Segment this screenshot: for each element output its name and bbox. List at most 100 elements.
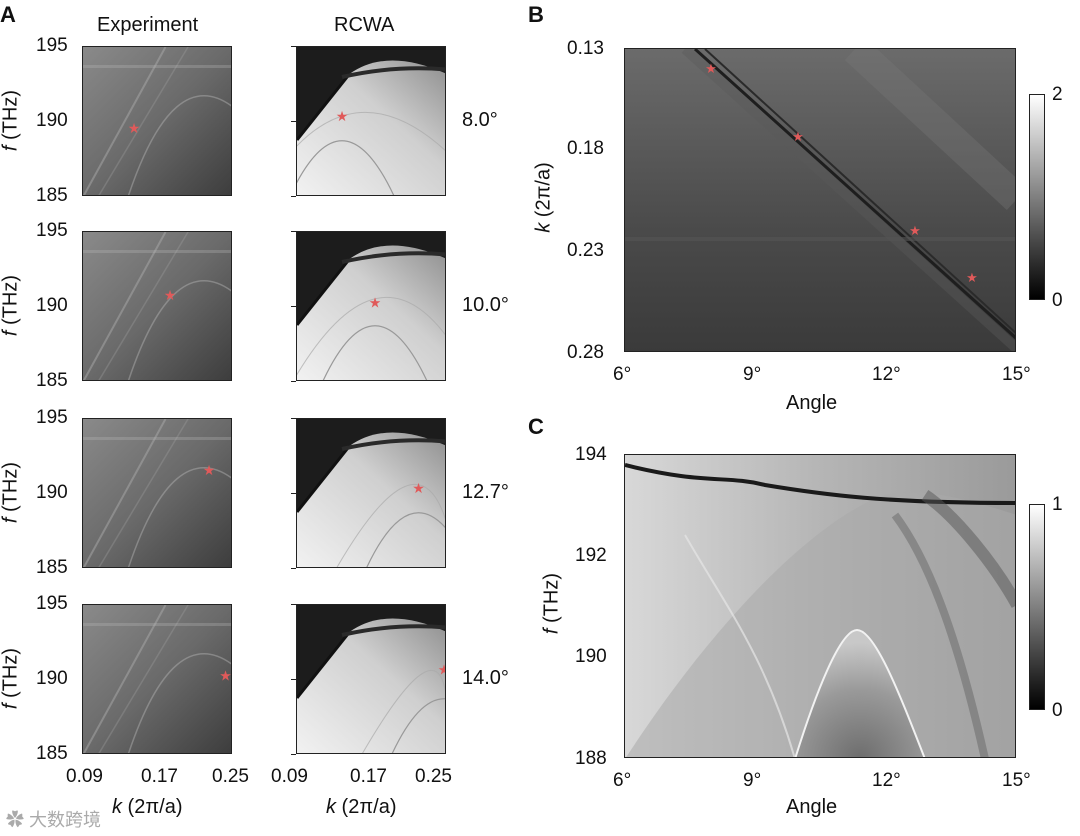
a-tick-mark [291, 604, 296, 605]
x-axis-label-rcwa: k (2π/a) [326, 796, 396, 819]
c-y-tick-2: 192 [575, 545, 607, 566]
x-axis-label-unit: (2π/a) [122, 796, 183, 818]
marker-star: ★ [438, 662, 446, 678]
marker-star: ★ [164, 287, 177, 303]
rcwa-map-4: ★ [296, 604, 446, 754]
panel-label-b: B [528, 2, 544, 27]
marker-star: ★ [128, 120, 141, 136]
a-y-axis-unit: (THz) [0, 89, 22, 146]
marker-star: ★ [369, 295, 382, 311]
c-x-tick-2: 9° [743, 770, 762, 791]
marker-star: ★ [203, 462, 216, 478]
b-colorbar [1029, 94, 1045, 300]
a-y-tick: 190 [36, 295, 68, 316]
a-y-tick: 185 [36, 743, 68, 764]
watermark-text: 大数跨境 [29, 810, 102, 830]
a-y-tick: 185 [36, 185, 68, 206]
x-axis-label-var: k [326, 796, 336, 818]
experiment-map-4: ★ [82, 604, 232, 754]
x-tick-rcwa-3: 0.25 [415, 766, 452, 787]
b-y-tick-2: 0.18 [567, 138, 604, 159]
marker-star: ★ [412, 480, 425, 496]
a-y-axis-unit: (THz) [0, 461, 22, 518]
b-y-tick-4: 0.28 [567, 342, 604, 363]
panel-label-c: C [528, 414, 544, 439]
angle-label-3: 12.7° [462, 481, 509, 503]
c-colorbar-min: 0 [1052, 700, 1063, 721]
c-colorbar-max: 1 [1052, 494, 1063, 515]
a-y-tick: 185 [36, 370, 68, 391]
panel-b-heatmap: ★ ★ ★ ★ [624, 48, 1016, 352]
a-y-axis-label: f (THz) [0, 76, 23, 166]
c-y-axis-var: f [540, 628, 563, 635]
marker-star: ★ [909, 223, 921, 238]
b-x-tick-1: 6° [613, 364, 632, 385]
a-tick-mark [291, 493, 296, 494]
a-y-axis-label: f (THz) [0, 261, 23, 351]
watermark: ✿ 大数跨境 [6, 806, 101, 832]
b-y-tick-3: 0.23 [567, 240, 604, 261]
x-axis-label-unit: (2π/a) [336, 796, 397, 818]
a-tick-mark [291, 46, 296, 47]
rcwa-map-3: ★ [296, 418, 446, 568]
panel-label-a: A [0, 2, 16, 27]
a-y-tick: 195 [36, 593, 68, 614]
c-x-axis-label: Angle [786, 796, 838, 818]
a-tick-mark [291, 679, 296, 680]
watermark-logo-icon: ✿ [6, 810, 24, 830]
angle-label-4: 14.0° [462, 667, 509, 689]
c-x-tick-1: 6° [613, 770, 632, 791]
a-tick-mark [291, 418, 296, 419]
a-y-tick: 190 [36, 110, 68, 131]
a-y-axis-label: f (THz) [0, 448, 23, 538]
b-y-axis-var: k [532, 222, 555, 233]
a-y-axis-unit: (THz) [0, 647, 22, 704]
c-x-tick-3: 12° [872, 770, 901, 791]
c-y-tick-4: 188 [575, 748, 607, 769]
c-y-tick-1: 194 [575, 444, 607, 465]
a-tick-mark [291, 196, 296, 197]
b-x-tick-2: 9° [743, 364, 762, 385]
marker-star: ★ [219, 668, 232, 684]
x-tick-exp-3: 0.25 [212, 766, 249, 787]
x-tick-exp-2: 0.17 [141, 766, 178, 787]
panel-c-heatmap [624, 454, 1016, 758]
a-tick-mark [291, 231, 296, 232]
a-y-tick: 190 [36, 482, 68, 503]
rcwa-map-1: ★ [296, 46, 446, 196]
a-tick-mark [291, 306, 296, 307]
b-y-tick-1: 0.13 [567, 38, 604, 59]
a-y-axis-var: f [0, 703, 22, 710]
a-y-tick: 195 [36, 35, 68, 56]
angle-label-2: 10.0° [462, 294, 509, 316]
x-tick-exp-1: 0.09 [66, 766, 103, 787]
b-y-axis-label: k (2π/a) [533, 148, 556, 248]
a-tick-mark [291, 381, 296, 382]
rcwa-map-2: ★ [296, 231, 446, 381]
x-tick-rcwa-2: 0.17 [350, 766, 387, 787]
c-x-tick-4: 15° [1002, 770, 1031, 791]
c-y-tick-3: 190 [575, 646, 607, 667]
experiment-map-2: ★ [82, 231, 232, 381]
b-colorbar-max: 2 [1052, 84, 1063, 105]
angle-label-1: 8.0° [462, 109, 498, 131]
c-y-axis-unit: (THz) [540, 572, 563, 629]
a-y-tick: 195 [36, 407, 68, 428]
x-tick-rcwa-1: 0.09 [271, 766, 308, 787]
a-y-tick: 185 [36, 557, 68, 578]
a-tick-mark [291, 754, 296, 755]
a-y-tick: 195 [36, 220, 68, 241]
c-y-axis-label: f (THz) [541, 554, 564, 654]
a-y-axis-var: f [0, 145, 22, 152]
experiment-map-3: ★ [82, 418, 232, 568]
a-y-tick: 190 [36, 668, 68, 689]
marker-star: ★ [792, 129, 804, 144]
b-x-tick-3: 12° [872, 364, 901, 385]
a-y-axis-var: f [0, 517, 22, 524]
b-x-axis-label: Angle [786, 392, 838, 414]
a-y-axis-var: f [0, 330, 22, 337]
a-y-axis-label: f (THz) [0, 634, 23, 724]
a-tick-mark [291, 121, 296, 122]
b-colorbar-min: 0 [1052, 290, 1063, 311]
b-y-axis-unit: (2π/a) [532, 162, 555, 223]
